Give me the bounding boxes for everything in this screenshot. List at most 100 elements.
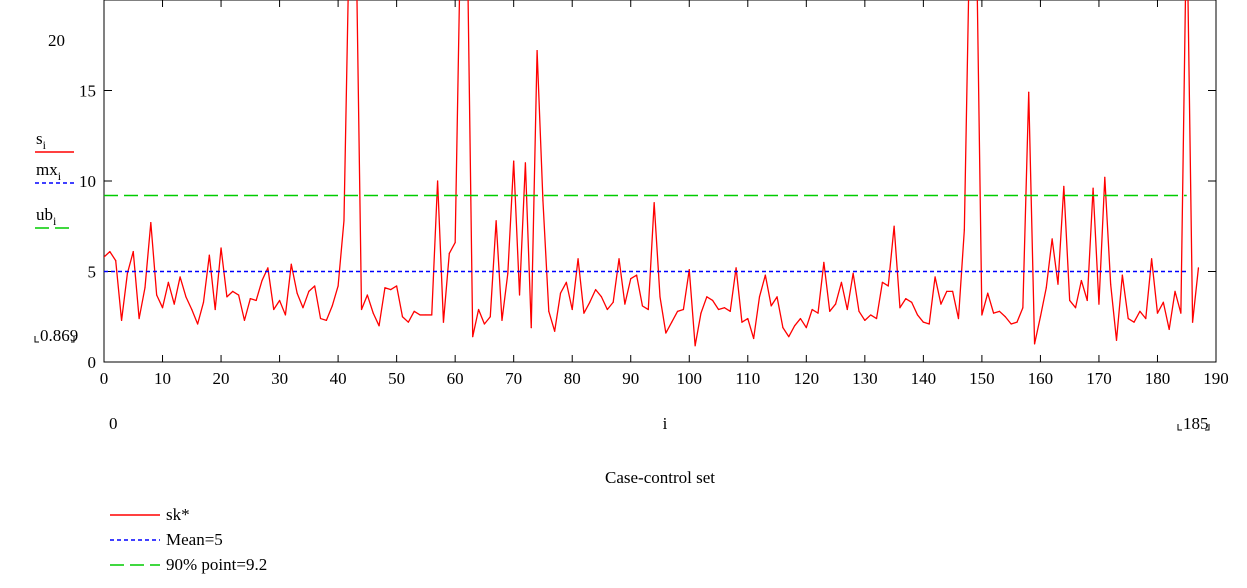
x-tick-label: 130 (852, 369, 878, 388)
data-point (1016, 321, 1018, 323)
data-point (993, 312, 995, 314)
data-point (952, 290, 954, 293)
x-left-readout: 0 (109, 414, 118, 433)
data-point (624, 303, 626, 305)
data-point (916, 314, 919, 316)
data-point (472, 336, 474, 338)
data-point (132, 250, 134, 253)
data-point (676, 310, 679, 312)
y-tick-label: 5 (88, 263, 97, 282)
data-point (647, 308, 649, 311)
data-point (173, 303, 175, 305)
data-point (138, 317, 140, 320)
data-point (1133, 321, 1135, 323)
data-point (1162, 301, 1164, 303)
data-point (852, 272, 854, 274)
left-label-mx: mxi (36, 160, 62, 183)
data-point (372, 312, 374, 314)
x-tick-label: 50 (388, 369, 405, 388)
x-tick-label: 0 (100, 369, 109, 388)
data-point (1139, 310, 1141, 312)
data-point (115, 260, 117, 262)
data-point (987, 292, 989, 294)
series-line-sk (104, 0, 1200, 347)
data-point (653, 202, 655, 204)
data-point (823, 261, 825, 264)
data-point (156, 294, 158, 296)
data-point (454, 241, 456, 244)
data-point (413, 310, 415, 312)
data-point (753, 337, 755, 340)
data-point (161, 307, 164, 309)
data-point (1063, 185, 1065, 188)
data-point (290, 263, 292, 265)
data-point (583, 312, 585, 314)
data-point (805, 327, 807, 329)
data-point (700, 312, 702, 314)
data-point (536, 50, 538, 52)
x-tick-label: 140 (911, 369, 937, 388)
data-point (946, 290, 948, 293)
x-tick-label: 120 (794, 369, 820, 388)
data-point (191, 308, 193, 311)
data-point (448, 252, 450, 254)
data-point (799, 317, 802, 320)
data-point (1115, 339, 1118, 341)
data-point (1004, 316, 1006, 318)
data-point (694, 345, 696, 347)
data-point (524, 162, 526, 164)
data-point (477, 308, 480, 311)
data-point (554, 330, 556, 332)
data-point (314, 285, 316, 287)
data-point (331, 305, 333, 307)
x-variable-label: i (663, 414, 668, 433)
data-point (267, 267, 269, 269)
data-point (255, 299, 257, 302)
x-tick-label: 60 (447, 369, 464, 388)
data-point (875, 317, 878, 320)
x-tick-label: 70 (505, 369, 522, 388)
data-point (641, 305, 644, 307)
data-point (606, 308, 608, 311)
x-tick-label: 30 (271, 369, 288, 388)
data-point (794, 325, 796, 327)
x-tick-label: 110 (735, 369, 760, 388)
y-ticks: 0 5 10 15 (79, 82, 1216, 372)
data-point (1174, 290, 1176, 293)
data-point (1086, 299, 1088, 302)
left-label-subscript: i (58, 169, 62, 183)
data-point (565, 281, 567, 283)
data-point (1069, 299, 1071, 302)
data-point (150, 222, 152, 224)
data-point (577, 258, 579, 260)
series-layer (104, 0, 1200, 347)
data-point (1028, 91, 1030, 93)
data-point (109, 250, 111, 253)
data-point (682, 308, 685, 311)
data-point (905, 298, 907, 300)
data-point (425, 314, 427, 316)
data-point (770, 305, 772, 307)
data-point (226, 296, 228, 298)
left-label-subscript: i (53, 214, 57, 228)
x-tick-label: 20 (213, 369, 230, 388)
legend-label: sk* (166, 505, 190, 524)
data-point (120, 319, 123, 321)
data-point (1110, 283, 1112, 285)
y-tick-label: 10 (79, 172, 96, 191)
data-point (167, 281, 169, 283)
data-point (308, 290, 310, 293)
data-point (1197, 267, 1200, 269)
data-point (261, 279, 263, 282)
data-point (384, 287, 386, 289)
data-point (934, 276, 936, 278)
data-point (501, 319, 503, 321)
left-labels: si mxi ubi (35, 129, 74, 229)
data-point (144, 287, 146, 289)
data-point (489, 316, 491, 318)
data-point (548, 310, 550, 312)
legend: sk* Mean=5 90% point=9.2 (110, 505, 267, 574)
data-point (431, 314, 433, 316)
data-point (688, 269, 690, 271)
